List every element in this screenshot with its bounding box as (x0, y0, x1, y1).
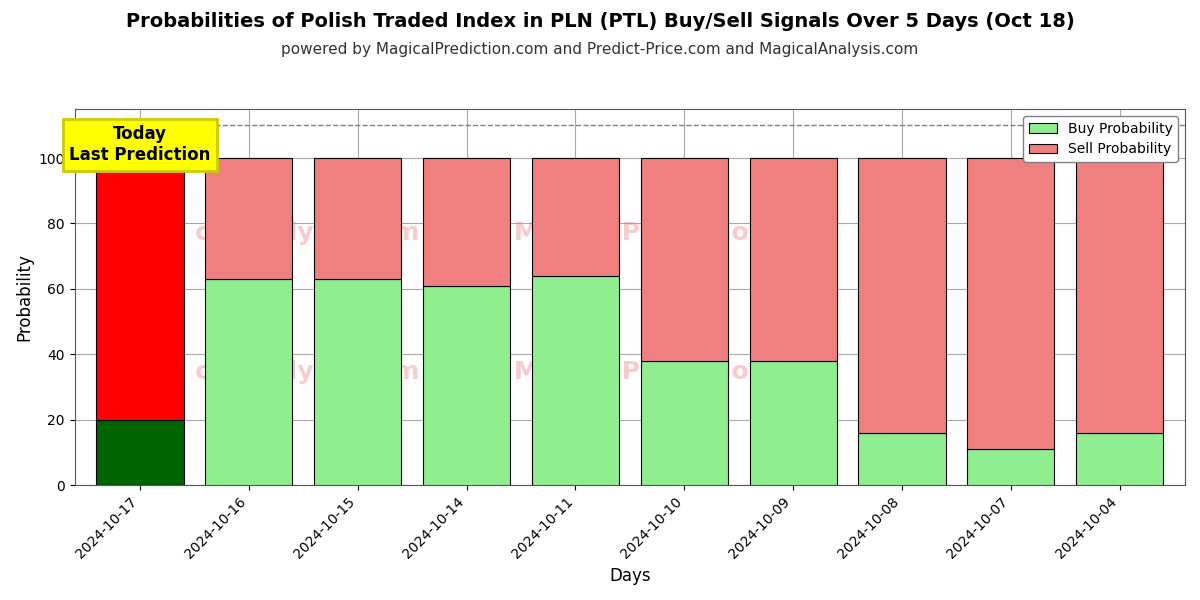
Text: MagicalPrediction.com: MagicalPrediction.com (514, 361, 835, 385)
X-axis label: Days: Days (610, 567, 650, 585)
Y-axis label: Probability: Probability (16, 253, 34, 341)
Bar (314, 279, 401, 485)
Bar (750, 361, 836, 485)
Text: calAnalysis.com: calAnalysis.com (196, 221, 420, 245)
Text: Today
Last Prediction: Today Last Prediction (70, 125, 211, 164)
Bar (967, 449, 1055, 485)
Bar (1076, 158, 1163, 433)
Legend: Buy Probability, Sell Probability: Buy Probability, Sell Probability (1024, 116, 1178, 162)
Bar (1076, 433, 1163, 485)
Text: powered by MagicalPrediction.com and Predict-Price.com and MagicalAnalysis.com: powered by MagicalPrediction.com and Pre… (281, 42, 919, 57)
Bar (205, 158, 293, 279)
Bar (967, 158, 1055, 449)
Text: Probabilities of Polish Traded Index in PLN (PTL) Buy/Sell Signals Over 5 Days (: Probabilities of Polish Traded Index in … (126, 12, 1074, 31)
Bar (641, 361, 727, 485)
Bar (422, 158, 510, 286)
Bar (96, 158, 184, 420)
Bar (641, 158, 727, 361)
Bar (858, 433, 946, 485)
Bar (532, 158, 619, 276)
Text: MagicalPrediction.com: MagicalPrediction.com (514, 221, 835, 245)
Bar (422, 286, 510, 485)
Bar (205, 279, 293, 485)
Bar (750, 158, 836, 361)
Text: calAnalysis.com: calAnalysis.com (196, 361, 420, 385)
Bar (96, 420, 184, 485)
Bar (858, 158, 946, 433)
Bar (314, 158, 401, 279)
Bar (532, 276, 619, 485)
